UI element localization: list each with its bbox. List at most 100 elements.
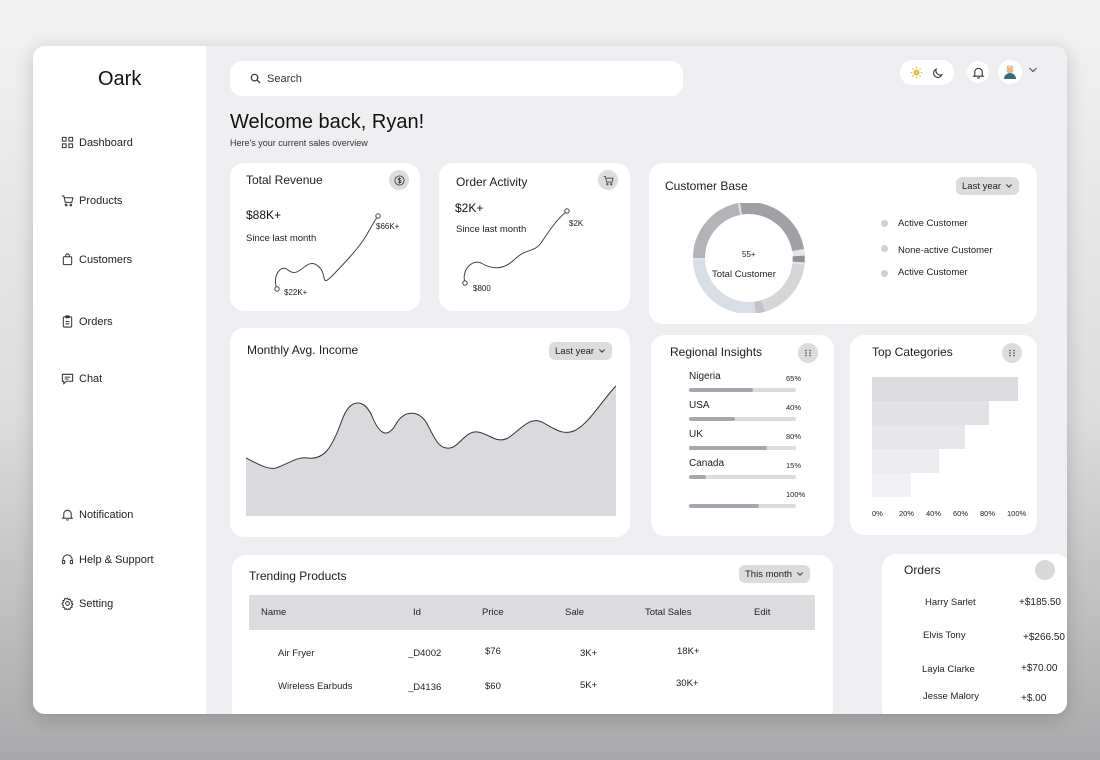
income-line	[246, 385, 617, 469]
column-header: Edit	[754, 607, 771, 618]
card-title: Trending Products	[249, 569, 347, 583]
regional-insights-card: Regional Insights Nigeria 65% USA 40% UK 80% C…	[651, 335, 834, 536]
customer-base-filter[interactable]: Last year	[956, 177, 1020, 195]
category-tick-label: 100%	[1007, 509, 1027, 518]
chevron-down-icon[interactable]	[1028, 66, 1038, 74]
region-percent: 15%	[786, 461, 802, 470]
region-name: Nigeria	[689, 371, 721, 382]
sidebar-item-products[interactable]: Products	[61, 194, 122, 207]
chevron-down-icon	[797, 572, 803, 576]
revenue-caption: Since last month	[246, 233, 317, 244]
filter-label: Last year	[962, 180, 1002, 192]
donut-center-value: 55+	[742, 250, 756, 259]
chevron-down-icon	[1006, 184, 1013, 188]
category-tick-label: 60%	[953, 509, 969, 518]
order-amount: +$.00	[1021, 693, 1047, 704]
sidebar-item-customers[interactable]: Customers	[61, 253, 132, 266]
notification-button[interactable]	[967, 61, 989, 83]
column-header: Price	[482, 607, 504, 618]
region-bar-track	[689, 417, 796, 421]
customer-donut	[693, 203, 805, 313]
order-activity-low-label: $800	[473, 284, 491, 293]
orders-card: Orders Harry Sarlet +$185.50 Elvis Tony …	[882, 554, 1067, 714]
moon-icon[interactable]	[932, 67, 944, 79]
card-title: Order Activity	[456, 175, 528, 189]
cart-icon	[603, 175, 614, 185]
legend-label: Active Customer	[898, 218, 968, 229]
category-bar	[872, 473, 911, 497]
app-logo: Oark	[98, 68, 142, 90]
customer-name: Harry Sarlet	[925, 597, 976, 608]
category-bar	[872, 401, 989, 425]
income-area-chart	[246, 385, 617, 516]
donut-segment-active	[693, 203, 741, 259]
category-tick-label: 20%	[899, 509, 915, 518]
sidebar-item-setting[interactable]: Setting	[61, 597, 113, 610]
donut-center-label: Total Customer	[712, 269, 776, 280]
bell-icon	[61, 509, 74, 521]
monthly-income-card: Monthly Avg. Income Last year	[230, 328, 630, 537]
sidebar-item-label: Setting	[79, 597, 114, 610]
revenue-high-label: $66K+	[376, 222, 400, 231]
legend-dot	[881, 220, 888, 227]
region-percent: 40%	[786, 403, 802, 412]
column-header: Id	[413, 607, 421, 618]
drag-dots-icon	[805, 349, 811, 357]
card-title: Top Categories	[872, 345, 953, 359]
sidebar-item-label: Orders	[79, 315, 113, 328]
categories-menu-button[interactable]	[1002, 343, 1022, 363]
category-bar	[872, 377, 1018, 401]
card-title: Regional Insights	[670, 345, 763, 359]
sidebar-item-label: Customers	[79, 253, 133, 266]
monthly-income-filter[interactable]: Last year	[549, 342, 613, 360]
sidebar-item-dashboard[interactable]: Dashboard	[61, 136, 133, 149]
sidebar-item-label: Dashboard	[79, 136, 133, 149]
order-activity-caption: Since last month	[456, 224, 527, 235]
chevron-down-icon	[599, 349, 606, 353]
order-activity-value: $2K+	[455, 201, 484, 215]
gear-icon	[61, 597, 74, 610]
headset-icon	[61, 554, 74, 565]
column-header: Name	[261, 607, 287, 618]
region-name: Canada	[689, 458, 725, 469]
sidebar-item-chat[interactable]: Chat	[61, 372, 102, 385]
table-header: Name Id Price Sale Total Sales Edit	[249, 595, 815, 630]
product-price: $76	[485, 646, 501, 657]
revenue-value: $88K+	[246, 208, 282, 222]
sidebar-item-label: Help & Support	[79, 553, 154, 566]
sidebar-item-help-support[interactable]: Help & Support	[61, 553, 154, 566]
sidebar: Oark Dashboard Products Customers Orders…	[33, 46, 206, 714]
top-categories-card: Top Categories 0% 20% 40% 60% 80% 100%	[850, 335, 1037, 535]
regional-menu-button[interactable]	[798, 343, 818, 363]
column-header: Total Sales	[645, 607, 692, 618]
sidebar-item-label: Notification	[79, 508, 134, 521]
cart-icon-button[interactable]	[598, 170, 618, 190]
legend-label: None-active Customer	[898, 245, 993, 256]
orders-action-button[interactable]	[1035, 560, 1055, 580]
card-title: Total Revenue	[246, 173, 323, 187]
product-total-sales: 30K+	[676, 678, 699, 689]
donut-segment-top	[740, 203, 804, 252]
grid-icon	[61, 136, 74, 149]
sun-icon[interactable]	[910, 66, 923, 79]
order-amount: +$70.00	[1021, 663, 1058, 674]
region-bar-fill	[689, 504, 759, 508]
customer-name: Elvis Tony	[923, 630, 966, 641]
clipboard-icon	[62, 315, 73, 328]
region-bar-track	[689, 388, 796, 392]
donut-segment-lower-right	[761, 262, 805, 312]
bag-icon	[62, 253, 73, 266]
trending-filter[interactable]: This month	[739, 565, 810, 583]
cart-icon	[61, 195, 74, 207]
user-avatar[interactable]	[998, 60, 1022, 84]
sidebar-item-notification[interactable]: Notification	[61, 508, 133, 521]
search-input[interactable]	[267, 72, 647, 85]
category-tick-label: 0%	[872, 509, 883, 518]
search-bar[interactable]	[230, 61, 683, 96]
theme-toggle[interactable]	[900, 60, 954, 85]
dollar-icon-button[interactable]	[389, 170, 409, 190]
category-bar	[872, 449, 939, 473]
region-bar-track	[689, 504, 796, 508]
sidebar-item-label: Chat	[79, 372, 103, 385]
sidebar-item-orders[interactable]: Orders	[61, 315, 113, 328]
